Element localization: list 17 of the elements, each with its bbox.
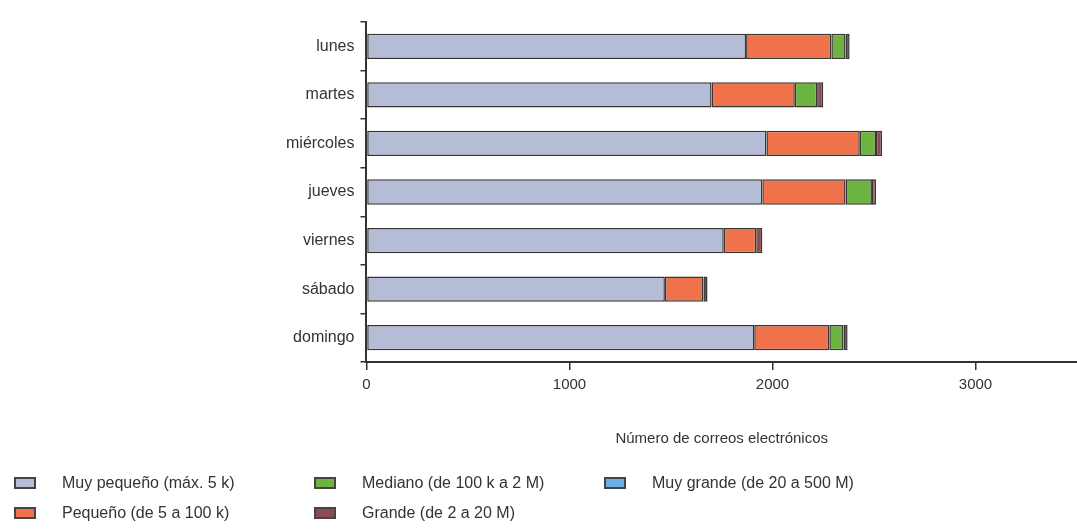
x-tick-label: 2000 — [755, 375, 790, 393]
legend-label: Muy grande (de 20 a 500 M) — [652, 474, 854, 492]
y-tick-label: martes — [305, 85, 355, 103]
y-tick-label: sábado — [301, 279, 355, 297]
y-tick-label: lunes — [316, 36, 355, 54]
y-tick-label: jueves — [307, 182, 355, 200]
x-tick-label: 0 — [362, 375, 371, 393]
x-axis-title: Número de correos electrónicos — [615, 429, 829, 447]
y-tick-label: domingo — [293, 328, 355, 346]
y-tick-label: viernes — [302, 230, 355, 248]
legend-label: Muy pequeño (máx. 5 k) — [62, 474, 235, 492]
x-tick-label: 3000 — [958, 375, 993, 393]
legend-label: Pequeño (de 5 a 100 k) — [62, 504, 230, 522]
x-tick-label: 1000 — [552, 375, 587, 393]
legend-label: Grande (de 2 a 20 M) — [362, 504, 515, 522]
legend-label: Mediano (de 100 k a 2 M) — [362, 474, 545, 492]
y-tick-label: miércoles — [285, 133, 355, 151]
